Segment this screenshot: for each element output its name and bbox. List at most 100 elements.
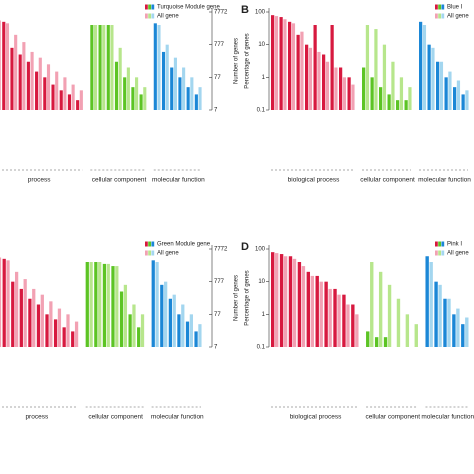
bar xyxy=(155,261,159,347)
bar xyxy=(198,324,202,347)
bar xyxy=(288,256,293,347)
bar xyxy=(366,331,370,347)
bar xyxy=(422,24,427,110)
bar xyxy=(275,253,279,347)
bar xyxy=(168,298,172,347)
bar xyxy=(137,327,141,347)
y2-tick-label: 777 xyxy=(214,279,225,285)
bar xyxy=(296,34,300,110)
group-label: biological process xyxy=(288,177,340,184)
legend-swatch xyxy=(441,4,445,10)
bar xyxy=(436,61,440,110)
bar xyxy=(292,258,297,347)
bar xyxy=(404,100,408,110)
bar xyxy=(374,337,379,347)
bar xyxy=(328,288,332,347)
bar xyxy=(106,263,110,347)
bar xyxy=(94,261,98,347)
bar xyxy=(59,90,63,110)
y-tick-label: 10 xyxy=(258,279,265,285)
bar xyxy=(342,77,347,110)
bar xyxy=(186,87,190,110)
bar xyxy=(414,324,418,347)
bar xyxy=(123,77,127,110)
bar xyxy=(194,331,198,347)
bar xyxy=(346,304,350,347)
bar xyxy=(49,301,53,347)
bar xyxy=(143,87,147,110)
bar xyxy=(172,294,176,347)
bar xyxy=(374,29,378,111)
bar xyxy=(160,284,164,347)
y-tick-label: 0.1 xyxy=(257,108,266,114)
bar xyxy=(306,271,311,347)
bar xyxy=(378,271,383,347)
y2-tick-label: 7 xyxy=(214,108,218,114)
panel-label: B xyxy=(241,4,249,16)
group-label: cellular component xyxy=(92,177,147,184)
bar xyxy=(399,77,404,110)
bar xyxy=(190,77,194,110)
legend-swatch xyxy=(435,4,438,10)
bar xyxy=(310,275,315,347)
bar xyxy=(313,24,317,110)
bar xyxy=(429,261,433,347)
bar xyxy=(57,308,62,347)
bar xyxy=(76,100,80,110)
bar xyxy=(370,261,374,347)
bar xyxy=(114,61,119,110)
bar xyxy=(85,261,89,347)
group-label: cellular component xyxy=(360,177,415,184)
bar xyxy=(23,279,27,347)
bar xyxy=(173,57,177,110)
bar xyxy=(300,31,304,110)
bar xyxy=(40,294,44,347)
bar xyxy=(383,337,388,347)
group-label: molecular function xyxy=(421,414,474,421)
legend-swatch xyxy=(441,241,445,247)
bar xyxy=(62,327,66,347)
y2-tick-label: 7772 xyxy=(214,247,228,253)
bar xyxy=(11,281,15,347)
bar xyxy=(161,51,166,110)
legend-swatch xyxy=(438,13,441,19)
group-label: molecular function xyxy=(418,177,471,184)
bar xyxy=(132,304,136,347)
bar xyxy=(115,266,119,347)
bar xyxy=(315,275,319,347)
bar xyxy=(271,15,275,111)
legend-swatch xyxy=(151,4,155,10)
legend-swatch xyxy=(441,13,445,19)
legend-swatch xyxy=(148,250,151,256)
bar xyxy=(396,298,401,347)
bar xyxy=(444,77,448,110)
legend-swatch xyxy=(438,250,441,256)
bar xyxy=(14,271,19,347)
bar xyxy=(2,21,6,110)
bar xyxy=(26,61,30,110)
bar xyxy=(461,324,465,347)
bar xyxy=(425,256,429,347)
y2-tick-label: 7 xyxy=(214,345,218,351)
legend-swatch xyxy=(145,241,148,247)
bar xyxy=(370,77,374,110)
legend-swatch xyxy=(145,250,148,256)
bar xyxy=(308,47,313,110)
bar xyxy=(18,54,22,110)
legend-label: Blue I xyxy=(447,5,463,11)
bar xyxy=(181,304,185,347)
y-tick-label: 10 xyxy=(258,42,265,48)
bar xyxy=(170,67,174,110)
bar xyxy=(63,77,67,110)
bar xyxy=(71,331,75,347)
bar xyxy=(447,298,451,347)
bar xyxy=(301,266,306,347)
legend-swatch xyxy=(151,250,155,256)
bar xyxy=(38,57,42,110)
legend-swatch xyxy=(151,13,155,19)
bar xyxy=(128,314,132,347)
bar xyxy=(2,258,6,347)
y2-tick-label: 7772 xyxy=(214,10,228,16)
bar xyxy=(67,94,71,110)
group-label: cellular component xyxy=(365,414,420,421)
